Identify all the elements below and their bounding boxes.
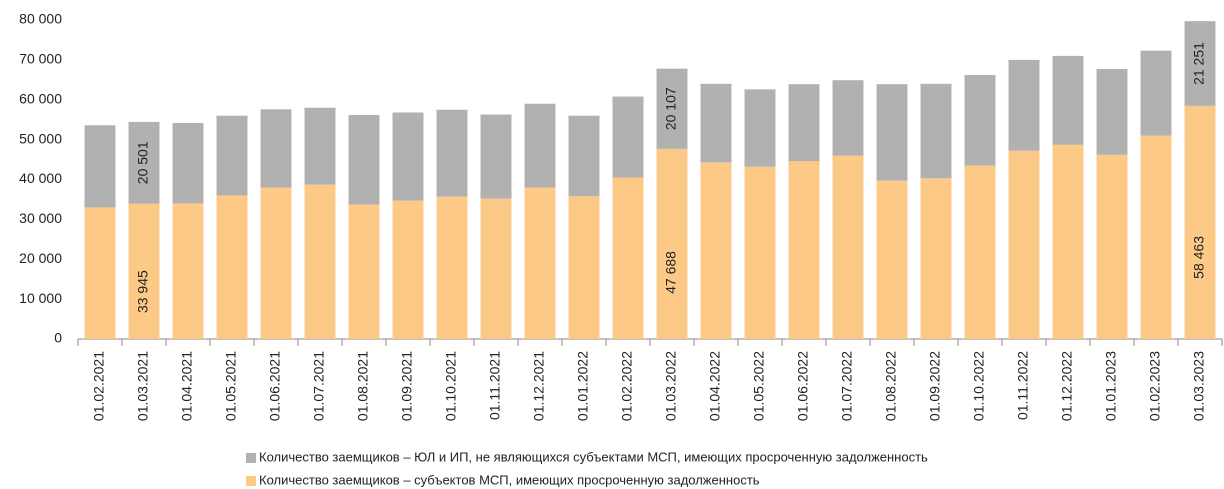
legend-swatch [246, 476, 256, 486]
y-tick-label: 20 000 [19, 250, 62, 266]
bar-segment [744, 166, 776, 339]
bar-segment [1140, 50, 1172, 136]
bar-segment [964, 165, 996, 339]
bar-segment [1008, 59, 1040, 151]
y-tick-label: 0 [54, 330, 62, 346]
bar-segment [260, 109, 292, 188]
bar-segment [1184, 21, 1216, 106]
bar-segment [1052, 55, 1084, 145]
y-tick-label: 50 000 [19, 130, 62, 146]
x-tick-label: 01.03.2022 [663, 351, 679, 421]
x-tick-label: 01.02.2022 [619, 351, 635, 421]
x-tick-label: 01.03.2021 [135, 351, 151, 421]
bar-segment [832, 80, 864, 156]
x-tick-label: 01.05.2021 [223, 351, 239, 421]
y-tick-label: 30 000 [19, 210, 62, 226]
bar-segment [480, 198, 512, 339]
bar-segment [304, 184, 336, 339]
bar-segment [436, 196, 468, 339]
x-tick-label: 01.08.2021 [355, 351, 371, 421]
bar-segment [1008, 150, 1040, 339]
bar-segment [348, 114, 380, 205]
x-tick-label: 01.11.2021 [487, 351, 503, 420]
bar-segment [1052, 144, 1084, 339]
bar-segment [656, 148, 688, 339]
x-tick-label: 01.03.2023 [1191, 351, 1207, 421]
bar-segment [392, 112, 424, 201]
bar-segment [920, 178, 952, 339]
bar-segment [876, 84, 908, 181]
bar-segment [172, 203, 204, 339]
x-tick-label: 01.02.2023 [1147, 351, 1163, 421]
value-label: 21 251 [1191, 42, 1207, 85]
x-tick-label: 01.06.2022 [795, 351, 811, 421]
x-tick-label: 01.07.2022 [839, 351, 855, 421]
legend-swatch [246, 453, 256, 463]
bar-segment [744, 89, 776, 167]
y-tick-label: 10 000 [19, 290, 62, 306]
x-tick-label: 01.12.2021 [531, 351, 547, 421]
bar-segment [84, 125, 116, 208]
x-tick-label: 01.01.2022 [575, 351, 591, 421]
bar-segment [260, 187, 292, 339]
x-tick-label: 01.12.2022 [1059, 351, 1075, 421]
legend-label: Количество заемщиков – ЮЛ и ИП, не являю… [259, 449, 928, 464]
bar-segment [964, 75, 996, 166]
x-tick-label: 01.10.2021 [443, 351, 459, 421]
bar-segment [788, 161, 820, 339]
bar-segment [172, 122, 204, 204]
bar-segment [612, 96, 644, 178]
value-label: 58 463 [1191, 236, 1207, 279]
y-tick-label: 60 000 [19, 90, 62, 106]
bar-segment [876, 180, 908, 339]
x-tick-label: 01.06.2021 [267, 351, 283, 421]
x-tick-label: 01.10.2022 [971, 351, 987, 421]
x-tick-label: 01.02.2021 [91, 351, 107, 421]
bar-segment [392, 200, 424, 339]
value-label: 20 107 [663, 87, 679, 130]
bar-segment [1096, 69, 1128, 155]
x-tick-label: 01.04.2021 [179, 351, 195, 421]
x-tick-label: 01.11.2022 [1015, 351, 1031, 420]
x-tick-label: 01.09.2021 [399, 351, 415, 421]
bar-segment [436, 109, 468, 197]
bar-segment [128, 121, 160, 204]
bar-segment [216, 195, 248, 339]
value-label: 47 688 [663, 251, 679, 294]
bar-segment [788, 84, 820, 162]
y-tick-label: 80 000 [19, 11, 62, 27]
bar-segment [1140, 135, 1172, 339]
value-label: 20 501 [135, 141, 151, 184]
value-label: 33 945 [135, 270, 151, 313]
bar-segment [216, 115, 248, 196]
bar-segment [656, 68, 688, 149]
bar-segment [524, 103, 556, 188]
bar-segment [920, 83, 952, 179]
bar-segment [1096, 154, 1128, 339]
bar-segment [480, 114, 512, 199]
x-tick-label: 01.01.2023 [1103, 351, 1119, 421]
x-tick-label: 01.05.2022 [751, 351, 767, 421]
bar-segment [568, 115, 600, 197]
bar-segment [84, 207, 116, 339]
bar-segment [832, 155, 864, 339]
x-tick-label: 01.08.2022 [883, 351, 899, 421]
bar-segment [568, 196, 600, 339]
bar-segment [612, 177, 644, 339]
bar-segment [700, 83, 732, 163]
y-tick-label: 70 000 [19, 51, 62, 67]
legend-label: Количество заемщиков – субъектов МСП, им… [259, 472, 760, 487]
x-tick-label: 01.04.2022 [707, 351, 723, 421]
bar-segment [700, 162, 732, 339]
bar-segment [348, 204, 380, 339]
x-tick-label: 01.07.2021 [311, 351, 327, 421]
bar-segment [524, 187, 556, 339]
bar-segment [304, 107, 336, 185]
y-tick-label: 40 000 [19, 170, 62, 186]
bar-segment [128, 203, 160, 339]
bar-segment [1184, 105, 1216, 339]
x-tick-label: 01.09.2022 [927, 351, 943, 421]
